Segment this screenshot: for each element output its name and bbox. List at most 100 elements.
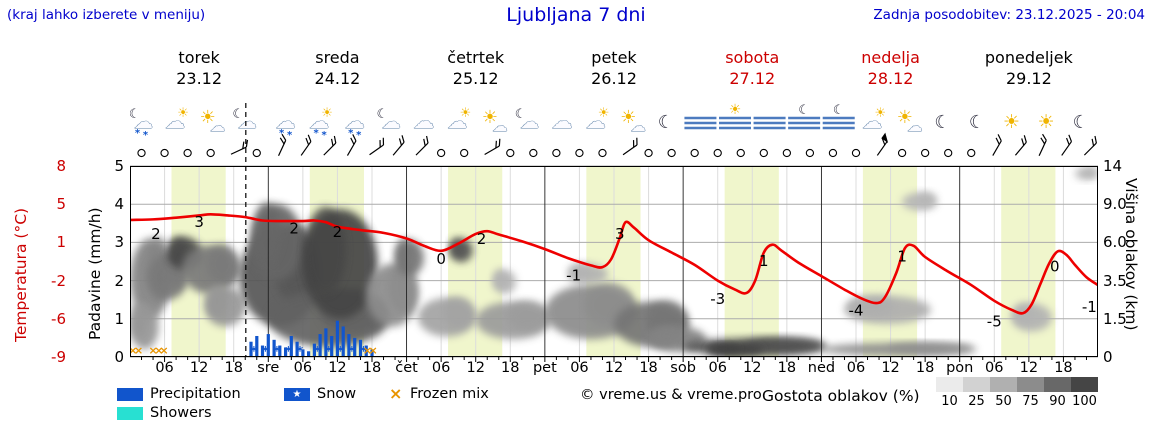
x-tick-label: 06 — [293, 360, 313, 376]
cloud-cover-layer — [130, 167, 1098, 356]
svg-text:☀: ☀ — [874, 106, 886, 121]
svg-text:☀: ☀ — [1038, 111, 1055, 133]
precip-bar — [318, 334, 322, 357]
svg-text:☀: ☀ — [1003, 111, 1020, 133]
temperature-value-label: -1 — [1082, 298, 1097, 316]
x-tick-label: 06 — [570, 360, 589, 376]
wind-barb-symbol — [1061, 134, 1073, 156]
snow-marker: * — [251, 344, 258, 358]
showers-label: Showers — [150, 405, 212, 421]
weather-icon-sun-cloud: ☀☁ — [620, 107, 646, 135]
temperature-value-label: 0 — [436, 250, 446, 268]
temperature-axis-title: Temperatura (°C) — [12, 207, 30, 342]
svg-text:☾: ☾ — [658, 112, 674, 133]
wind-calm-symbol — [598, 148, 607, 158]
svg-text:☁: ☁ — [165, 109, 185, 133]
wind-calm-symbol — [506, 148, 515, 158]
wind-barb-symbol — [1014, 135, 1027, 156]
svg-text:☁: ☁ — [447, 109, 467, 133]
wind-barb-symbol — [484, 138, 501, 156]
svg-text:☀: ☀ — [897, 107, 913, 128]
svg-text:☁: ☁ — [345, 109, 365, 133]
precip-bar — [272, 339, 276, 358]
x-tick-label: 06 — [708, 360, 727, 376]
wind-calm-symbol — [690, 148, 699, 158]
wind-calm-symbol — [828, 148, 838, 158]
precip-bar — [341, 326, 345, 358]
density-scale-segment — [990, 377, 1017, 392]
cloud-tick-label: 14 — [1103, 157, 1123, 175]
forecast-chart[interactable]: * * * * * * * * * *×× ××× ××23 2 202-13-31-41-50-1☾☁*… — [130, 95, 1098, 367]
x-tick-label: 18 — [915, 360, 935, 376]
weather-icon-sun: ☀ — [1003, 111, 1020, 133]
day-date-label: 24.12 — [314, 69, 361, 88]
wind-calm-symbol — [897, 148, 907, 158]
x-tick-label: 06 — [985, 360, 1004, 376]
x-tick-label: 18 — [639, 360, 658, 376]
svg-text:☁: ☁ — [309, 109, 329, 133]
wind-barb-symbol — [346, 134, 357, 156]
weather-icon-sun-cloud: ☀☁ — [482, 107, 508, 135]
precip-tick-label: 3 — [114, 233, 124, 252]
day-name-label: četrtek — [447, 48, 505, 67]
x-tick-label: 18 — [777, 360, 797, 376]
svg-text:*: * — [322, 130, 328, 141]
svg-text:*: * — [356, 130, 362, 141]
wind-barb-symbol — [1083, 135, 1097, 156]
frozen-mix-label: Frozen mix — [410, 386, 489, 402]
x-tick-label: 12 — [604, 360, 624, 376]
cloud-tick-label: 9.0 — [1103, 195, 1127, 214]
density-scale-label: 10 — [941, 394, 958, 409]
cloud-tick-label: 3.5 — [1103, 271, 1127, 290]
x-tick-label: pon — [946, 360, 974, 376]
svg-text:*: * — [287, 130, 293, 141]
day-date-label: 25.12 — [452, 69, 499, 88]
wind-barb-symbol — [300, 134, 312, 156]
snow-marker: * — [360, 344, 367, 358]
precip-bar — [358, 339, 363, 358]
density-scale-label: 50 — [995, 394, 1012, 409]
x-tick-label: 18 — [224, 360, 243, 376]
weather-icon-moon-cloud: ☾☁ — [515, 107, 540, 133]
temperature-value-label: 1 — [759, 252, 769, 270]
x-tick-label: sre — [257, 360, 280, 376]
snow-marker: * — [274, 344, 281, 358]
svg-text:*: * — [143, 130, 149, 141]
temp-tick-label: 8 — [56, 157, 66, 175]
cloud-tick-label: 6.0 — [1103, 233, 1127, 252]
temperature-value-label: 2 — [289, 219, 299, 237]
wind-calm-symbol — [206, 148, 215, 158]
menu-hint-link[interactable]: (kraj lahko izberete v meniju) — [7, 7, 206, 23]
wind-barb-symbol — [392, 135, 405, 156]
density-scale-label: 100 — [1072, 394, 1097, 409]
x-tick-label: 12 — [328, 360, 347, 376]
frozen-mix-marker: × — [148, 344, 157, 357]
copyright-link[interactable]: © vreme.us & vreme.pro — [580, 387, 762, 403]
weather-icon-moon: ☾ — [969, 112, 985, 133]
snow-marker: * — [297, 344, 304, 358]
svg-text:☾: ☾ — [515, 107, 527, 122]
svg-text:☾: ☾ — [934, 112, 950, 133]
day-name-label: sobota — [725, 48, 780, 67]
temperature-value-label: 3 — [615, 225, 625, 243]
snow-marker: * — [326, 344, 333, 358]
frozen-mix-marker: × — [369, 344, 378, 357]
wind-calm-symbol — [460, 148, 469, 158]
temperature-line — [130, 213, 1098, 315]
precip-bar — [295, 341, 299, 358]
wind-calm-symbol — [713, 148, 722, 158]
day-name-label: torek — [178, 48, 220, 67]
day-name-label: nedelja — [861, 48, 920, 67]
x-tick-label: 06 — [846, 360, 866, 376]
weather-icon-sun: ☀ — [1038, 111, 1055, 133]
precip-tick-label: 4 — [114, 195, 124, 214]
snow-marker: * — [285, 344, 292, 358]
temperature-value-label: -5 — [987, 313, 1002, 331]
precip-tick-label: 5 — [114, 157, 124, 175]
svg-text:☾: ☾ — [232, 107, 244, 122]
snow-marker: * — [337, 344, 344, 358]
svg-text:☀: ☀ — [177, 106, 189, 121]
day-date-label: 27.12 — [729, 69, 776, 88]
wind-calm-symbol — [137, 148, 146, 158]
precip-bar — [260, 345, 265, 358]
